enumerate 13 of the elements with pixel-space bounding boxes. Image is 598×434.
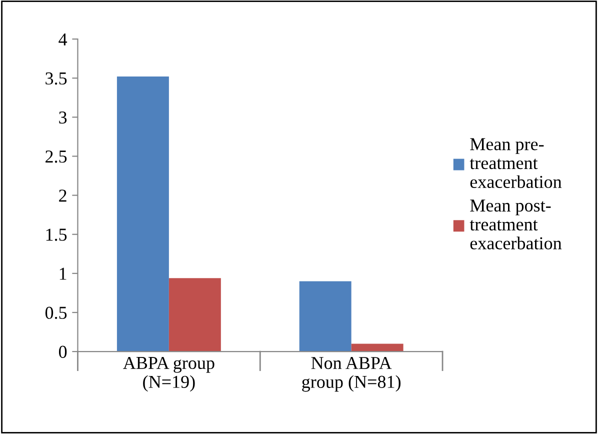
x-tick-label: Non ABPA group (N=81) xyxy=(302,357,401,392)
y-tick-label: 3 xyxy=(59,111,67,124)
y-tick-label: 1.5 xyxy=(46,228,67,241)
y-tick-label: 2.5 xyxy=(46,150,67,163)
legend-label: Mean pre- treatment exacerbation xyxy=(470,138,562,188)
y-tick-label: 0.5 xyxy=(45,306,67,319)
y-tick-label: 1 xyxy=(60,268,66,280)
y-tick-label: 0 xyxy=(58,346,67,358)
y-tick-label: 3.5 xyxy=(46,72,67,85)
y-tick-label: 2 xyxy=(59,190,66,202)
y-tick-label: 4 xyxy=(58,33,68,46)
legend-label: Mean post- treatment exacerbation xyxy=(470,200,562,250)
x-tick-label: ABPA group (N=19) xyxy=(123,356,214,392)
